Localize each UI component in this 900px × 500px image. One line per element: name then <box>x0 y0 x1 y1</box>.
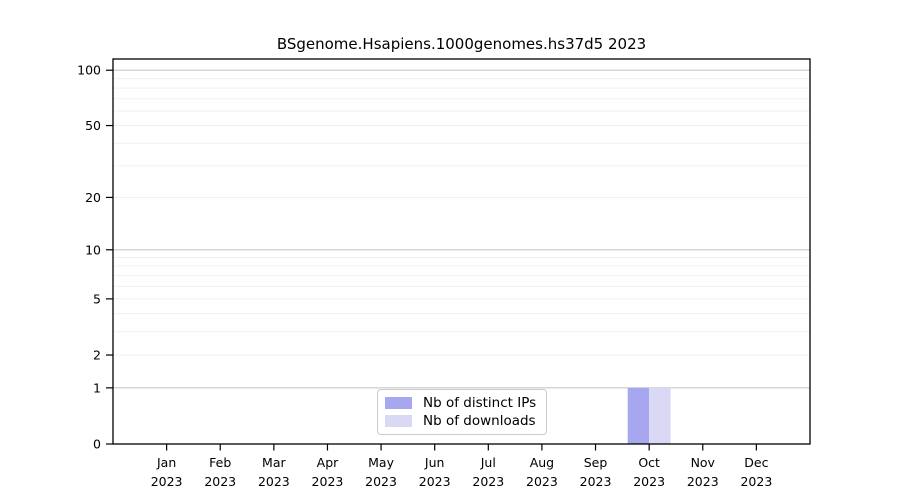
x-tick-label-sep: Sep <box>584 455 608 470</box>
x-tick-label-aug: Aug <box>530 455 554 470</box>
y-tick-label-10: 10 <box>85 242 101 257</box>
x-tick-year-aug: 2023 <box>526 474 558 489</box>
y-tick-label-50: 50 <box>85 118 101 133</box>
x-tick-year-jun: 2023 <box>419 474 451 489</box>
x-tick-year-mar: 2023 <box>258 474 290 489</box>
x-tick-label-may: May <box>368 455 394 470</box>
bar-nb-of-distinct-ips-oct <box>627 387 650 444</box>
x-tick-label-nov: Nov <box>691 455 716 470</box>
y-tick-label-1: 1 <box>93 380 101 395</box>
x-tick-label-apr: Apr <box>317 455 339 470</box>
y-tick-label-0: 0 <box>93 437 101 452</box>
x-tick-year-feb: 2023 <box>204 474 236 489</box>
bar-nb-of-downloads-oct <box>649 387 671 444</box>
legend-item-downloads: Nb of downloads <box>385 414 536 428</box>
x-tick-year-jan: 2023 <box>151 474 183 489</box>
x-tick-year-nov: 2023 <box>687 474 719 489</box>
y-tick-label-5: 5 <box>93 291 101 306</box>
x-tick-label-jan: Jan <box>156 455 176 470</box>
y-tick-label-20: 20 <box>85 190 101 205</box>
x-tick-year-sep: 2023 <box>580 474 612 489</box>
x-tick-label-oct: Oct <box>638 455 660 470</box>
legend-label-distinct-ips: Nb of distinct IPs <box>423 395 537 411</box>
legend: Nb of distinct IPs Nb of downloads <box>377 389 548 436</box>
y-tick-label-2: 2 <box>93 348 101 363</box>
plot-border <box>112 58 811 445</box>
x-tick-year-jul: 2023 <box>472 474 504 489</box>
x-tick-label-jul: Jul <box>480 455 496 470</box>
chart-title: BSgenome.Hsapiens.1000genomes.hs37d5 202… <box>276 35 647 53</box>
x-tick-label-dec: Dec <box>744 455 768 470</box>
x-tick-label-feb: Feb <box>209 455 231 470</box>
x-tick-label-jun: Jun <box>424 455 445 470</box>
legend-item-distinct-ips: Nb of distinct IPs <box>385 396 536 410</box>
x-tick-year-oct: 2023 <box>633 474 665 489</box>
y-tick-label-100: 100 <box>77 63 101 78</box>
x-tick-label-mar: Mar <box>262 455 286 470</box>
x-tick-year-dec: 2023 <box>740 474 772 489</box>
distinct-ips-swatch <box>385 397 412 410</box>
x-tick-year-apr: 2023 <box>312 474 344 489</box>
legend-label-downloads: Nb of downloads <box>423 413 536 430</box>
downloads-swatch <box>385 415 412 428</box>
x-tick-year-may: 2023 <box>365 474 397 489</box>
